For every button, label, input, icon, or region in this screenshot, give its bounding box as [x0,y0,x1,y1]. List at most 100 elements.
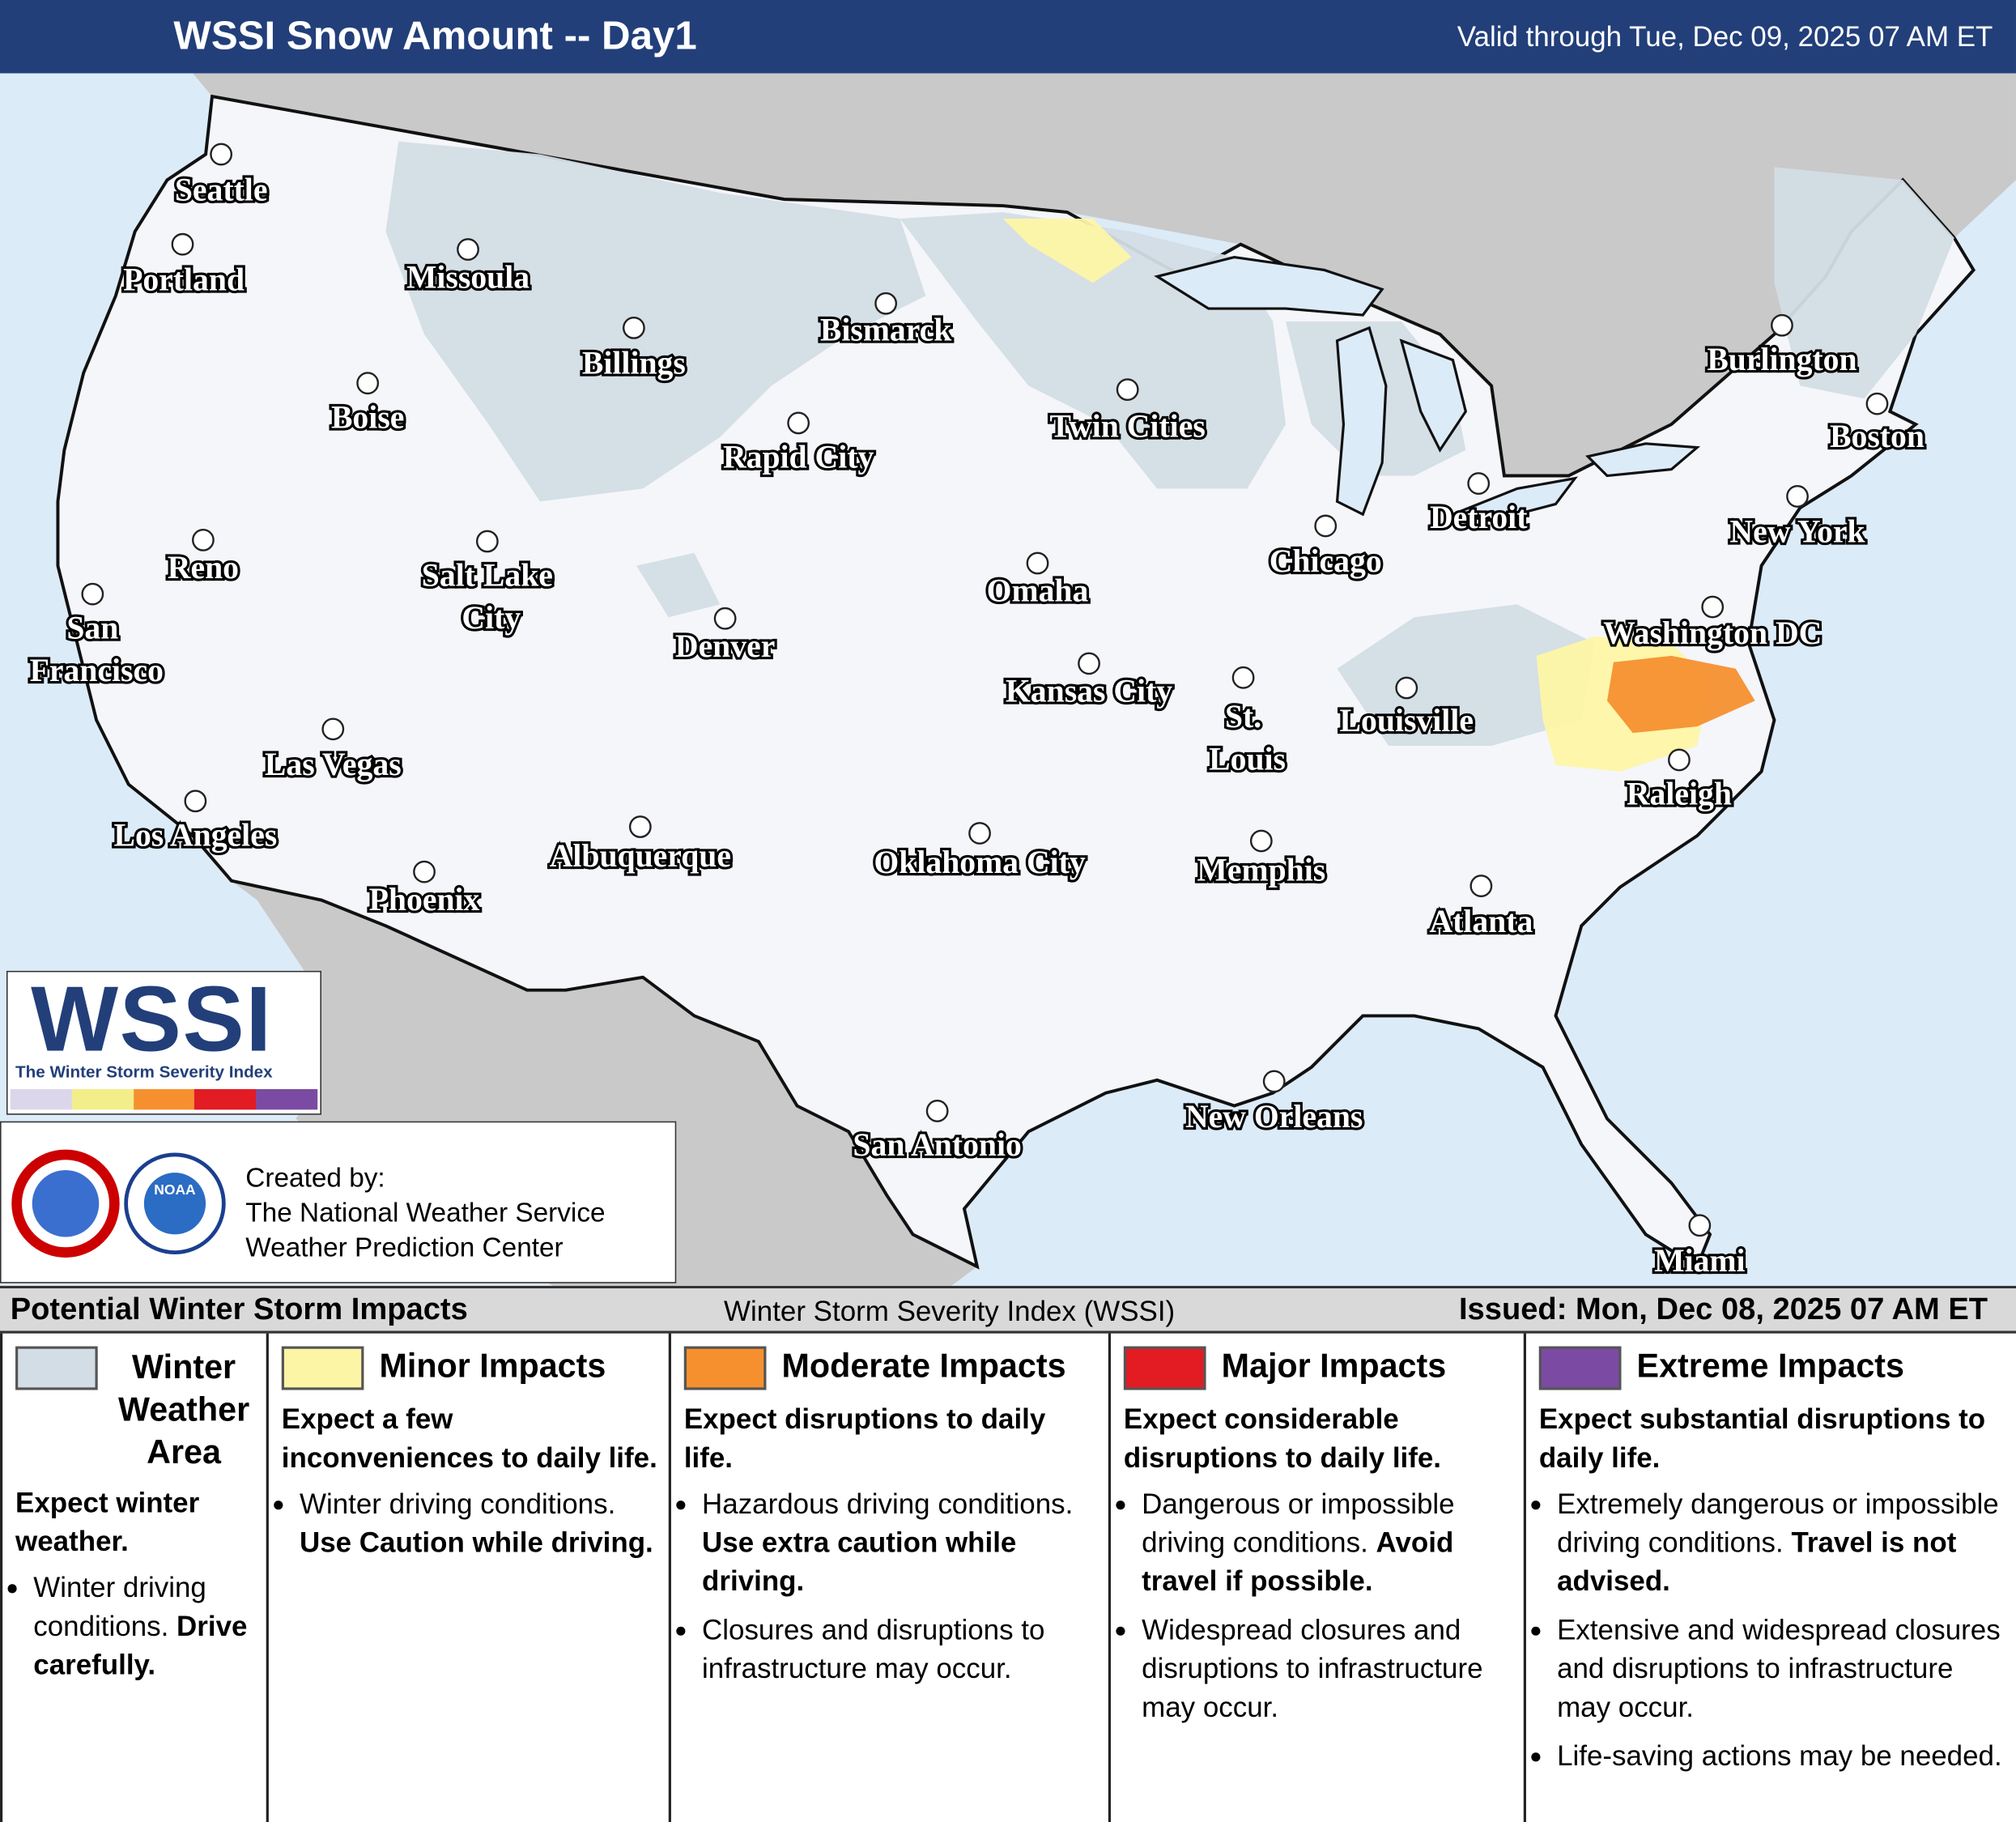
city-marker [413,860,436,883]
legend-heading: Extreme Impacts [1538,1346,2005,1390]
city-label-line: San [66,611,118,646]
city-label: Denver [675,628,775,664]
lake-ontario [1585,442,1701,478]
city-label: Atlanta [1429,904,1533,939]
noaa-seal-center [143,1173,206,1235]
legend-column: Winter Weather Area Expect winter weather… [0,1333,266,1822]
city-label: Boise [331,399,404,435]
city-marker [628,815,652,838]
city-marker [1249,829,1273,853]
city-marker [356,372,380,395]
bullet-list: Dangerous or impossible driving conditio… [1124,1485,1513,1727]
logo-bar [10,1088,318,1110]
city-label: San Antonio [853,1127,1021,1163]
city-marker [184,790,207,813]
city-label: New York [1729,514,1865,550]
city-marker [622,317,645,339]
city-label: Salt Lake City [422,558,553,636]
city-label: Reno [168,550,239,585]
legend-title: Potential Winter Storm Impacts [10,1292,468,1327]
bullet: Life-saving actions may be needed. [1557,1737,2005,1776]
category-name: Extreme Impacts [1636,1346,1905,1386]
city-marker [1314,514,1338,538]
issued-time: Issued: Mon, Dec 08, 2025 07 AM ET [1458,1292,1988,1327]
city-label-line: City [454,600,521,636]
city-marker [1865,392,1889,415]
category-name: Moderate Impacts [781,1346,1066,1386]
bullet-emphasis: Drive carefully. [33,1610,248,1681]
category-summary: Expect disruptions to daily life. [683,1403,1046,1474]
city-label: Burlington [1707,342,1857,377]
map: Seattle Portland Missoula Billings Bismarck B… [0,73,2016,1286]
city-label: Billings [582,346,686,381]
city-marker [1771,313,1793,337]
city-label: Chicago [1270,543,1382,579]
bullet: Extensive and widespread closures and di… [1557,1611,2005,1727]
city-marker [925,1100,949,1122]
city-marker [475,530,499,553]
city-label: Las Vegas [265,747,402,782]
bullet-text: Extensive and widespread closures and di… [1557,1613,2001,1723]
category-name: Major Impacts [1221,1346,1447,1386]
legend-heading: Minor Impacts [281,1346,658,1390]
city-marker [192,529,215,551]
category-name: Winter Weather Area [117,1347,250,1471]
valid-time: Valid through Tue, Dec 09, 2025 07 AM ET [1457,20,1993,53]
city-label: New Orleans [1185,1099,1363,1134]
logo-subtitle: The Winter Storm Severity Index [15,1062,273,1082]
city-marker [968,822,991,845]
bullet: Winter driving conditions. Use Caution w… [300,1485,658,1562]
bullet-text: Life-saving actions may be needed. [1557,1739,2002,1773]
city-label: Louisville [1340,703,1474,739]
category-name: Minor Impacts [379,1346,606,1386]
city-label: Boston [1830,419,1925,454]
bullet-list: Winter driving conditions. Drive careful… [15,1569,256,1684]
swatch [683,1346,767,1390]
impact-area [1337,604,1595,746]
city-marker [321,717,345,741]
legend-column: Extreme Impacts Expect substantial disrup… [1523,1333,2016,1822]
legend-column: Minor Impacts Expect a few inconveniences… [266,1333,669,1822]
city-label: St. Louis [1201,699,1286,777]
bullet: Winter driving conditions. Drive careful… [33,1569,256,1684]
bullet-text: Winter driving conditions. [300,1488,616,1520]
lake-huron [1399,338,1468,453]
city-marker [1688,1214,1712,1237]
impact-area [385,141,926,502]
city-label: Omaha [987,573,1089,609]
city-label-line: St. [1225,699,1261,734]
bullet-list: Hazardous driving conditions. Use extra … [684,1485,1098,1688]
created-by: Created by: [245,1164,385,1194]
credits-text: Created by: The National Weather Service… [245,1161,605,1266]
city-label: Detroit [1430,500,1528,535]
city-label: Albuquerque [550,838,731,874]
bullet-emphasis: Use extra caution while driving. [702,1526,1017,1598]
city-marker [1786,485,1809,508]
city-label: Los Angeles [113,817,277,853]
noaa-label: NOAA [154,1181,196,1198]
city-label: Miami [1654,1243,1745,1279]
header: WSSI Snow Amount -- Day1 Valid through T… [0,0,2016,74]
bullet-text: Hazardous driving conditions. [702,1488,1074,1520]
category-summary: Expect considerable disruptions to daily… [1123,1403,1442,1474]
city-marker [81,582,104,606]
city-marker [1231,666,1255,689]
legend-header: Potential Winter Storm Impacts Winter St… [0,1288,2016,1334]
city-label: Oklahoma City [874,845,1085,880]
logo-title: WSSI [31,968,273,1071]
impact-area [1774,167,1954,399]
impact-area [636,552,721,618]
legend-column: Moderate Impacts Expect disruptions to da… [668,1333,1108,1822]
lake-superior [1154,255,1384,317]
impact-area [1607,655,1755,734]
city-label-line: Francisco [22,653,164,688]
city-label-line: Louis [1201,742,1286,777]
legend-column: Major Impacts Expect considerable disrupt… [1108,1333,1524,1822]
city-marker [1078,652,1100,675]
wssi-logo: WSSI The Winter Storm Severity Index [6,968,321,1115]
city-marker [1026,551,1049,575]
impact-area [1002,218,1132,283]
bullet-emphasis: Travel is not advised. [1557,1526,1957,1598]
city-marker [1395,676,1418,700]
